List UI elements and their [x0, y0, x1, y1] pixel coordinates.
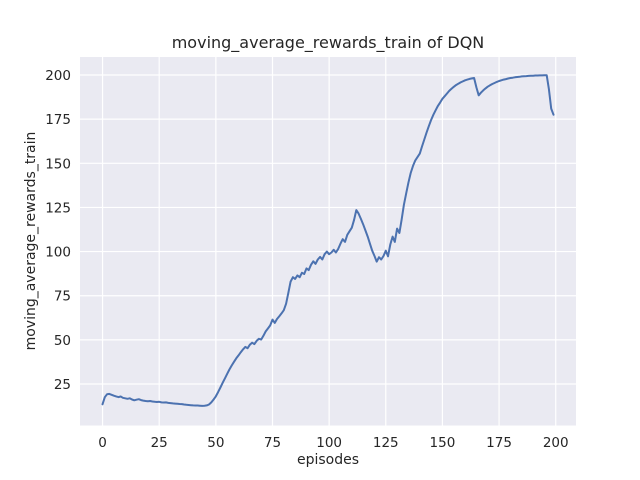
- x-tick-label: 125: [373, 435, 399, 451]
- y-tick-label: 50: [54, 333, 71, 349]
- y-tick-label: 25: [54, 377, 71, 393]
- y-tick-label: 75: [54, 289, 71, 305]
- x-tick-label: 100: [316, 435, 342, 451]
- y-tick-label: 100: [45, 245, 71, 261]
- x-tick-label: 200: [543, 435, 569, 451]
- plot-panel: [80, 57, 576, 426]
- y-axis-label: moving_average_rewards_train: [23, 131, 39, 351]
- y-tick-label: 125: [45, 200, 71, 216]
- y-tick-label: 200: [45, 68, 71, 84]
- chart-title: moving_average_rewards_train of DQN: [171, 33, 485, 52]
- x-tick-label: 150: [430, 435, 456, 451]
- x-tick-label: 50: [207, 435, 224, 451]
- x-axis-label: episodes: [296, 452, 360, 468]
- x-tick-label: 0: [98, 435, 107, 451]
- x-tick-label: 175: [486, 435, 512, 451]
- y-tick-label: 175: [45, 112, 71, 128]
- x-tick-label: 25: [151, 435, 168, 451]
- y-tick-label: 150: [45, 156, 71, 172]
- series-line-moving_average_rewards_train: [101, 74, 555, 407]
- x-tick-label: 75: [264, 435, 281, 451]
